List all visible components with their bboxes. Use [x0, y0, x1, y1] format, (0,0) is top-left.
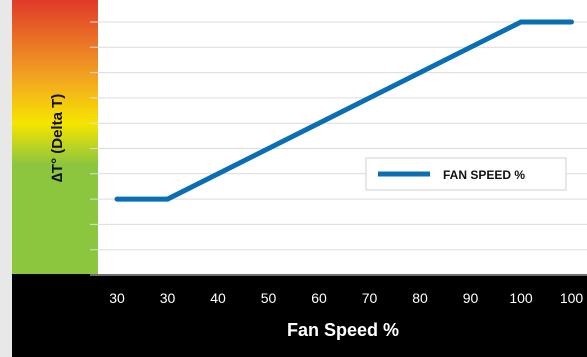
x-tick-label: 100	[560, 290, 584, 306]
x-axis-band	[12, 274, 587, 357]
data-point	[114, 196, 120, 202]
x-axis-label: Fan Speed %	[287, 320, 399, 340]
series-line	[117, 19, 572, 202]
legend: FAN SPEED %	[365, 157, 567, 191]
legend-entry: FAN SPEED %	[443, 168, 525, 182]
x-tick-label: 30	[109, 290, 125, 306]
data-point	[569, 19, 574, 25]
plot-area	[98, 0, 587, 274]
x-tick-label: 70	[362, 290, 378, 306]
x-tick-labels: 30 30 40 50 60 70 80 90 100 100	[109, 290, 583, 306]
x-tick-label: 50	[261, 290, 277, 306]
x-tick-label: 40	[210, 290, 226, 306]
x-tick-label: 100	[509, 290, 533, 306]
data-point	[518, 19, 524, 25]
y-axis-gradient-band	[12, 0, 98, 274]
x-tick-label: 30	[160, 290, 176, 306]
data-point	[165, 196, 170, 202]
y-axis-label: ∆T° (Delta T)	[49, 94, 66, 183]
x-tick-label: 80	[412, 290, 428, 306]
x-tick-label: 60	[311, 290, 327, 306]
x-tick-label: 90	[463, 290, 479, 306]
series-layer	[114, 19, 574, 202]
